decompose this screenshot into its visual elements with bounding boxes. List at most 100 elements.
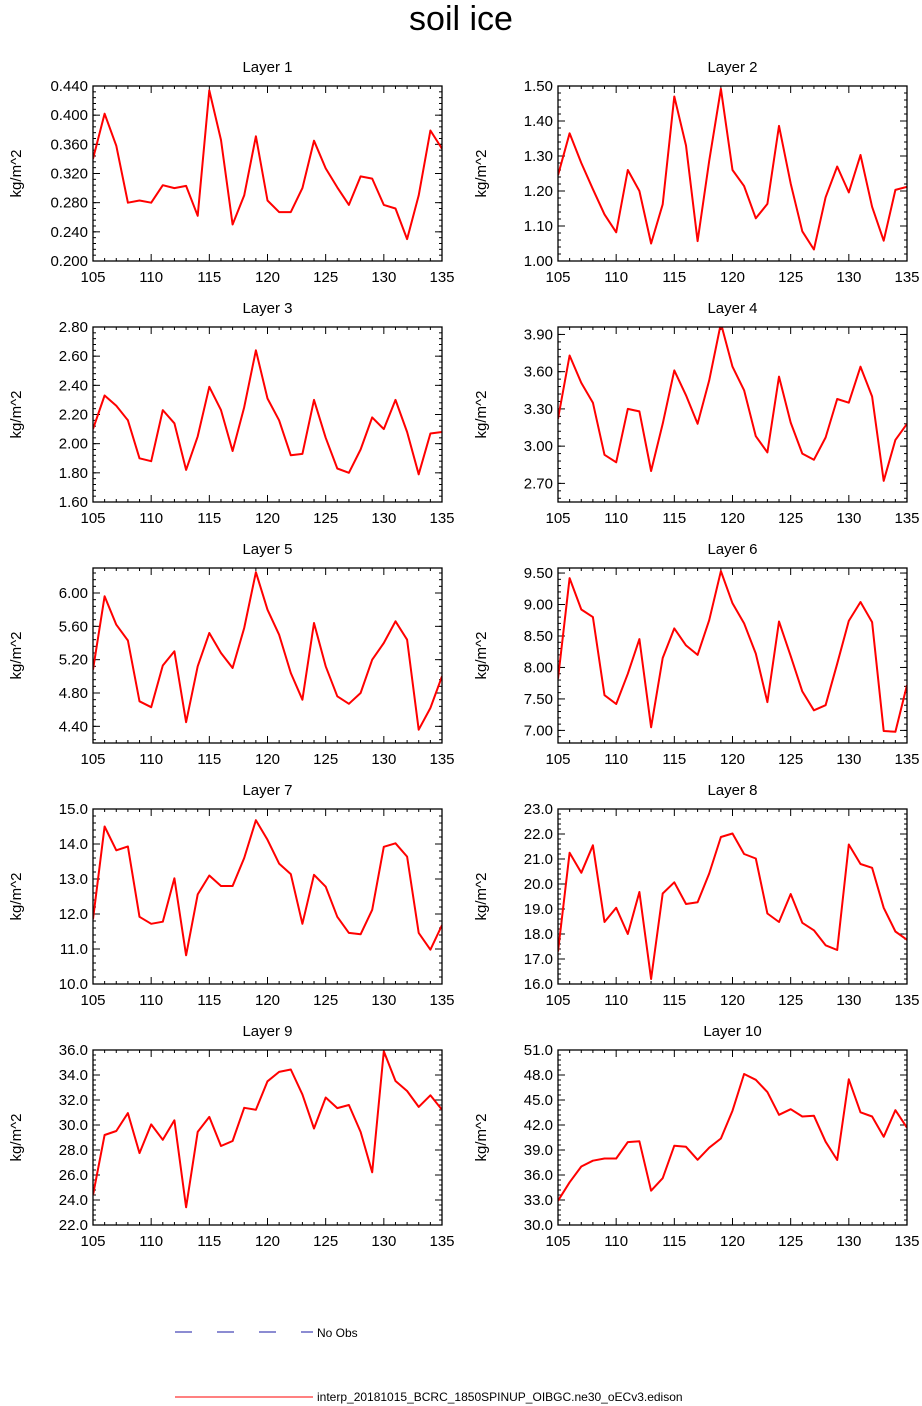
x-tick-label: 110 [139,751,163,768]
x-tick-label: 105 [545,269,570,286]
panel-layer-2: Layer 2 kg/m^2 105 110 115 120 125 130 135 1.00 1.… [473,59,920,286]
panel-layer-8: Layer 8 kg/m^2 105 110 115 120 125 130 135 16.0 17… [473,782,920,1009]
x-tick-label: 115 [662,1233,686,1250]
x-tick-label: 105 [545,1233,570,1250]
y-tick-label: 30.0 [524,1217,553,1234]
x-tick-label: 130 [836,269,861,286]
y-tick-label: 9.50 [524,565,553,582]
series-line [558,832,907,980]
series-line [558,570,907,733]
y-tick-label: 9.00 [524,597,553,614]
x-tick-label: 125 [313,510,338,527]
x-tick-label: 125 [313,992,338,1009]
y-tick-label: 3.60 [524,364,553,381]
x-tick-label: 110 [604,992,628,1009]
y-tick-label: 1.30 [524,148,553,165]
panel-title: Layer 1 [242,59,292,76]
y-axis-label: kg/m^2 [8,873,25,921]
y-tick-label: 12.0 [59,906,88,923]
x-tick-label: 125 [778,751,803,768]
x-tick-label: 110 [604,1233,628,1250]
panel-layer-9: Layer 9 kg/m^2 105 110 115 120 125 130 135 22.0 24… [8,1023,455,1250]
x-tick-label: 120 [720,1233,745,1250]
plot-frame [557,808,908,985]
plot-frame [557,1049,908,1226]
y-tick-label: 36.0 [59,1042,88,1059]
y-tick-label: 8.50 [524,628,553,645]
y-tick-label: 0.400 [50,107,88,124]
y-tick-label: 7.50 [524,691,553,708]
x-tick-label: 125 [313,1233,338,1250]
x-tick-label: 115 [197,269,221,286]
x-tick-label: 135 [894,1233,919,1250]
x-tick-label: 130 [371,1233,396,1250]
y-tick-label: 0.360 [50,136,88,153]
y-tick-label: 26.0 [59,1167,88,1184]
x-tick-label: 130 [371,751,396,768]
y-tick-label: 5.60 [59,618,88,635]
x-tick-label: 105 [80,1233,105,1250]
y-tick-label: 1.40 [524,113,553,130]
panel-layer-3: Layer 3 kg/m^2 105 110 115 120 125 130 135 1.60 1.… [8,300,455,527]
x-tick-label: 130 [371,510,396,527]
y-tick-label: 22.0 [59,1217,88,1234]
plot-frame [557,326,908,503]
y-tick-label: 10.0 [59,976,88,993]
y-axis-label: kg/m^2 [8,632,25,680]
x-tick-label: 110 [139,510,163,527]
y-tick-label: 2.70 [524,475,553,492]
y-tick-label: 1.80 [59,465,88,482]
y-tick-label: 15.0 [59,801,88,818]
y-tick-label: 13.0 [59,871,88,888]
y-axis-label: kg/m^2 [473,632,490,680]
y-tick-label: 2.60 [59,348,88,365]
x-tick-label: 110 [139,1233,163,1250]
y-tick-label: 28.0 [59,1142,88,1159]
legend: No Obs interp_20181015_BCRC_1850SPINUP_O… [175,1326,683,1404]
y-tick-label: 2.40 [59,377,88,394]
x-tick-label: 105 [80,510,105,527]
x-tick-label: 120 [720,510,745,527]
y-tick-label: 2.80 [59,319,88,336]
x-tick-label: 105 [545,992,570,1009]
x-tick-label: 120 [255,992,280,1009]
plot-frame [92,326,443,503]
y-tick-label: 21.0 [524,851,553,868]
x-tick-label: 130 [836,992,861,1009]
x-tick-label: 105 [545,751,570,768]
x-tick-label: 120 [720,751,745,768]
x-tick-label: 110 [604,510,628,527]
y-tick-label: 3.90 [524,326,553,343]
x-tick-label: 125 [778,510,803,527]
x-tick-label: 135 [894,269,919,286]
x-tick-label: 105 [80,269,105,286]
x-tick-label: 125 [313,751,338,768]
y-tick-label: 48.0 [524,1067,553,1084]
y-axis-label: kg/m^2 [8,150,25,198]
x-tick-label: 130 [836,510,861,527]
x-tick-label: 110 [139,269,163,286]
y-tick-label: 36.0 [524,1167,553,1184]
panel-title: Layer 9 [242,1023,292,1040]
y-tick-label: 2.20 [59,407,88,424]
x-tick-label: 105 [80,751,105,768]
panel-title: Layer 3 [242,300,292,317]
legend-model-label: interp_20181015_BCRC_1850SPINUP_OIBGC.ne… [317,1390,683,1404]
y-tick-label: 0.280 [50,195,88,212]
x-tick-label: 125 [778,269,803,286]
y-tick-label: 23.0 [524,801,553,818]
x-tick-label: 115 [662,751,686,768]
y-tick-label: 1.60 [59,494,88,511]
x-tick-label: 125 [778,1233,803,1250]
x-tick-label: 130 [836,1233,861,1250]
figure-title: soil ice [409,0,513,38]
x-tick-label: 110 [604,269,628,286]
y-axis-label: kg/m^2 [473,391,490,439]
y-tick-label: 34.0 [59,1067,88,1084]
x-tick-label: 135 [429,992,454,1009]
panels: Layer 1 kg/m^2 105 110 115 120 125 130 135 0.200 0… [8,59,920,1250]
y-tick-label: 3.30 [524,401,553,418]
y-tick-label: 16.0 [524,976,553,993]
y-tick-label: 32.0 [59,1092,88,1109]
y-tick-label: 6.00 [59,585,88,602]
